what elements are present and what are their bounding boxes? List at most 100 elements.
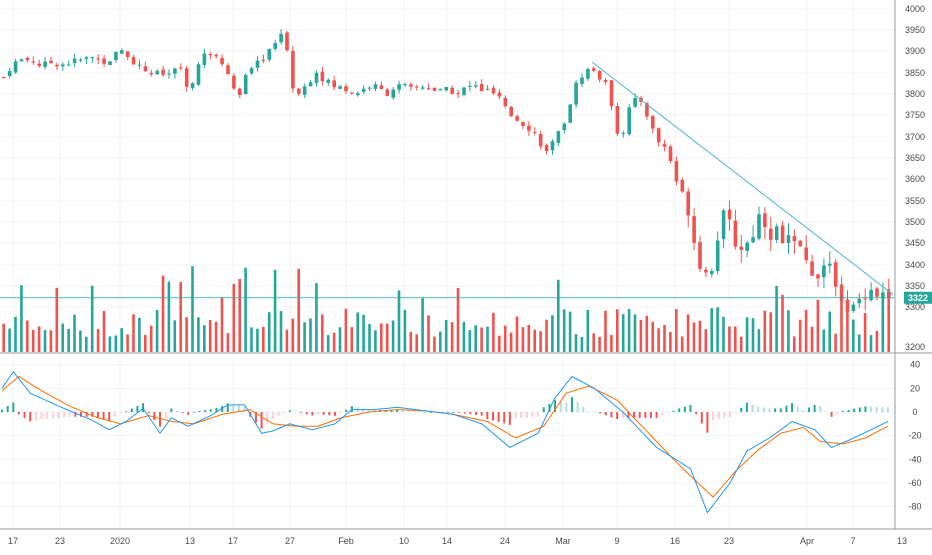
macd-histogram-bar bbox=[537, 412, 540, 417]
macd-histogram-bar bbox=[317, 412, 320, 415]
candle-body bbox=[645, 103, 649, 117]
candle-body bbox=[710, 271, 714, 275]
candle-body bbox=[562, 123, 567, 131]
macd-histogram-bar bbox=[418, 411, 421, 413]
macd-histogram-bar bbox=[610, 412, 613, 418]
macd-histogram-bar bbox=[841, 410, 844, 412]
volume-bar bbox=[545, 319, 548, 352]
volume-bar bbox=[787, 310, 790, 352]
macd-histogram-bar bbox=[683, 406, 686, 412]
price-tick-label: 3500 bbox=[905, 217, 925, 227]
candle-body bbox=[869, 289, 873, 301]
price-tick-label: 3700 bbox=[905, 132, 925, 142]
candle-body bbox=[662, 143, 667, 147]
volume-bar bbox=[368, 324, 371, 352]
volume-bar bbox=[533, 329, 536, 352]
macd-histogram-bar bbox=[108, 412, 111, 421]
candle-body bbox=[196, 64, 201, 85]
time-tick-label: Apr bbox=[800, 536, 814, 546]
macd-histogram-bar bbox=[689, 404, 692, 412]
candle-body bbox=[810, 261, 814, 276]
macd-histogram-bar bbox=[412, 411, 415, 412]
candle-body bbox=[485, 88, 490, 90]
volume-bar bbox=[344, 308, 348, 352]
candle-body bbox=[179, 67, 183, 69]
macd-histogram-bar bbox=[260, 412, 263, 429]
macd-tick-label: 20 bbox=[910, 383, 920, 393]
macd-histogram-bar bbox=[23, 412, 26, 418]
candle-body bbox=[851, 304, 856, 311]
volume-bar bbox=[167, 281, 171, 352]
macd-histogram-bar bbox=[802, 410, 805, 412]
macd-histogram-bar bbox=[570, 397, 573, 412]
candle-body bbox=[497, 92, 502, 97]
volume-bar bbox=[362, 314, 365, 352]
volume-bar bbox=[498, 335, 501, 352]
candle-body bbox=[379, 85, 384, 90]
candle-body bbox=[291, 50, 295, 89]
candle-body bbox=[491, 87, 496, 94]
macd-histogram-bar bbox=[582, 406, 585, 412]
candle-body bbox=[2, 76, 6, 78]
volume-bar bbox=[144, 334, 147, 352]
macd-histogram-bar bbox=[181, 412, 184, 413]
volume-bar bbox=[621, 314, 625, 352]
candle-body bbox=[739, 246, 744, 250]
price-tick-label: 3850 bbox=[905, 68, 925, 78]
volume-bar bbox=[439, 331, 442, 352]
price-tick-label: 3550 bbox=[905, 196, 925, 206]
candle-body bbox=[804, 247, 808, 261]
macd-histogram-bar bbox=[345, 409, 348, 412]
volume-bar bbox=[8, 328, 11, 352]
candle-body bbox=[220, 57, 224, 65]
volume-bar bbox=[403, 309, 407, 352]
price-tick-label: 3600 bbox=[905, 174, 925, 184]
candle-body bbox=[444, 86, 449, 91]
volume-bar bbox=[380, 323, 383, 352]
macd-histogram-bar bbox=[311, 412, 314, 416]
macd-histogram-bar bbox=[695, 412, 698, 415]
volume-bar bbox=[149, 325, 153, 352]
volume-bar bbox=[291, 318, 295, 352]
last-price-tag bbox=[904, 291, 932, 304]
volume-bar bbox=[356, 312, 359, 352]
macd-histogram-bar bbox=[559, 401, 562, 412]
candle-body bbox=[845, 299, 850, 312]
macd-histogram-bar bbox=[74, 412, 77, 417]
macd-histogram-bar bbox=[34, 412, 37, 421]
volume-bar bbox=[108, 336, 112, 352]
price-tick-label: 3750 bbox=[905, 110, 925, 120]
volume-bar bbox=[793, 336, 796, 352]
volume-bar bbox=[226, 333, 230, 352]
macd-histogram-bar bbox=[576, 401, 579, 412]
candle-body bbox=[568, 104, 572, 123]
macd-histogram-bar bbox=[542, 407, 545, 412]
macd-histogram-bar bbox=[1, 409, 3, 412]
macd-histogram-bar bbox=[734, 412, 737, 414]
volume-bar bbox=[61, 323, 64, 352]
volume-bar bbox=[539, 331, 542, 352]
volume-bar bbox=[114, 335, 118, 352]
macd-histogram-bar bbox=[350, 406, 353, 412]
macd-histogram-bar bbox=[870, 406, 873, 412]
macd-histogram-bar bbox=[130, 408, 133, 412]
volume-bar bbox=[840, 284, 843, 352]
macd-histogram-bar bbox=[785, 405, 788, 412]
price-tick-label: 3900 bbox=[905, 46, 925, 56]
candle-body bbox=[763, 213, 767, 228]
candle-body bbox=[751, 237, 755, 243]
macd-histogram-bar bbox=[6, 406, 9, 412]
macd-histogram-bar bbox=[830, 412, 833, 417]
candle-body bbox=[745, 242, 749, 251]
macd-histogram-bar bbox=[300, 412, 303, 413]
candle-body bbox=[367, 87, 372, 89]
volume-bar bbox=[297, 268, 300, 352]
volume-bar bbox=[444, 320, 448, 352]
macd-histogram-bar bbox=[175, 410, 178, 412]
macd-histogram-bar bbox=[779, 408, 782, 412]
macd-histogram-bar bbox=[774, 408, 777, 412]
candle-body bbox=[774, 226, 779, 240]
volume-bar bbox=[20, 285, 23, 352]
macd-histogram-bar bbox=[153, 412, 156, 420]
macd-histogram-bar bbox=[723, 412, 726, 419]
